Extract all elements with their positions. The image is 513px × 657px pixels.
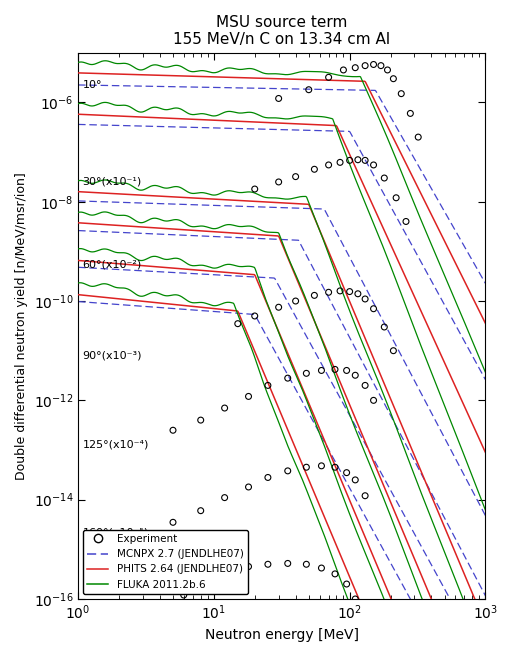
Point: [392, 193, 400, 203]
Point: [397, 89, 405, 99]
Point: [361, 60, 369, 71]
Point: [169, 425, 177, 436]
Point: [139, 529, 147, 539]
Point: [244, 561, 252, 572]
Point: [346, 286, 354, 297]
Point: [325, 287, 333, 298]
Point: [156, 614, 164, 624]
Point: [251, 184, 259, 194]
Point: [402, 216, 410, 227]
Point: [325, 72, 333, 83]
Point: [380, 173, 388, 183]
Y-axis label: Double differential neutron yield [n/MeV/msr/ion]: Double differential neutron yield [n/MeV…: [15, 172, 28, 480]
Point: [351, 62, 360, 73]
Text: 90°(x10⁻³): 90°(x10⁻³): [83, 350, 142, 361]
Point: [343, 365, 351, 376]
Point: [354, 154, 362, 165]
X-axis label: Neutron energy [MeV]: Neutron energy [MeV]: [205, 628, 359, 642]
Point: [389, 74, 398, 84]
Point: [264, 472, 272, 483]
Point: [233, 319, 242, 329]
Text: 60°(x10⁻²): 60°(x10⁻²): [83, 260, 142, 269]
Point: [221, 567, 229, 578]
Point: [310, 290, 319, 301]
Point: [336, 286, 344, 296]
Point: [264, 380, 272, 391]
Point: [343, 467, 351, 478]
Point: [221, 403, 229, 413]
Point: [318, 461, 326, 471]
Point: [351, 594, 360, 604]
Point: [361, 155, 369, 166]
Point: [331, 364, 339, 374]
Point: [196, 577, 205, 587]
Point: [369, 304, 378, 314]
Point: [369, 59, 378, 70]
Point: [361, 491, 369, 501]
Point: [251, 311, 259, 321]
Point: [380, 322, 388, 332]
Point: [343, 579, 351, 589]
Point: [244, 391, 252, 401]
Point: [274, 302, 283, 313]
Text: 125°(x10⁻⁴): 125°(x10⁻⁴): [83, 440, 149, 449]
Point: [377, 60, 385, 71]
Point: [351, 474, 360, 485]
Point: [244, 482, 252, 492]
Point: [361, 294, 369, 304]
Point: [139, 635, 147, 645]
Point: [369, 395, 378, 405]
Text: 10°: 10°: [83, 80, 102, 91]
Point: [302, 559, 310, 570]
Point: [284, 466, 292, 476]
Point: [325, 160, 333, 170]
Point: [406, 108, 415, 119]
Point: [196, 505, 205, 516]
Point: [389, 346, 398, 356]
Point: [331, 462, 339, 472]
Point: [414, 132, 422, 143]
Point: [169, 517, 177, 528]
Point: [383, 64, 391, 75]
Title: MSU source term
155 MeV/n C on 13.34 cm Al: MSU source term 155 MeV/n C on 13.34 cm …: [173, 15, 390, 47]
Text: 30°(x10⁻¹): 30°(x10⁻¹): [83, 177, 142, 187]
Point: [351, 370, 360, 380]
Point: [221, 492, 229, 503]
Point: [180, 590, 188, 600]
Point: [336, 157, 344, 168]
Text: 160°(x10⁻⁵): 160°(x10⁻⁵): [83, 528, 149, 537]
Point: [361, 380, 369, 391]
Point: [264, 559, 272, 570]
Point: [318, 563, 326, 574]
Point: [354, 288, 362, 299]
Point: [369, 160, 378, 170]
Point: [196, 415, 205, 425]
Point: [291, 171, 300, 182]
Point: [339, 64, 347, 75]
Point: [302, 462, 310, 472]
Point: [346, 155, 354, 166]
Point: [310, 164, 319, 175]
Point: [302, 368, 310, 378]
Point: [305, 85, 313, 95]
Legend: Experiment, MCNPX 2.7 (JENDLHE07), PHITS 2.64 (JENDLHE07), FLUKA 2011.2b.6: Experiment, MCNPX 2.7 (JENDLHE07), PHITS…: [83, 530, 248, 594]
Point: [274, 177, 283, 187]
Point: [291, 296, 300, 306]
Point: [284, 558, 292, 569]
Point: [284, 373, 292, 384]
Point: [274, 93, 283, 104]
Point: [318, 365, 326, 376]
Point: [331, 569, 339, 579]
